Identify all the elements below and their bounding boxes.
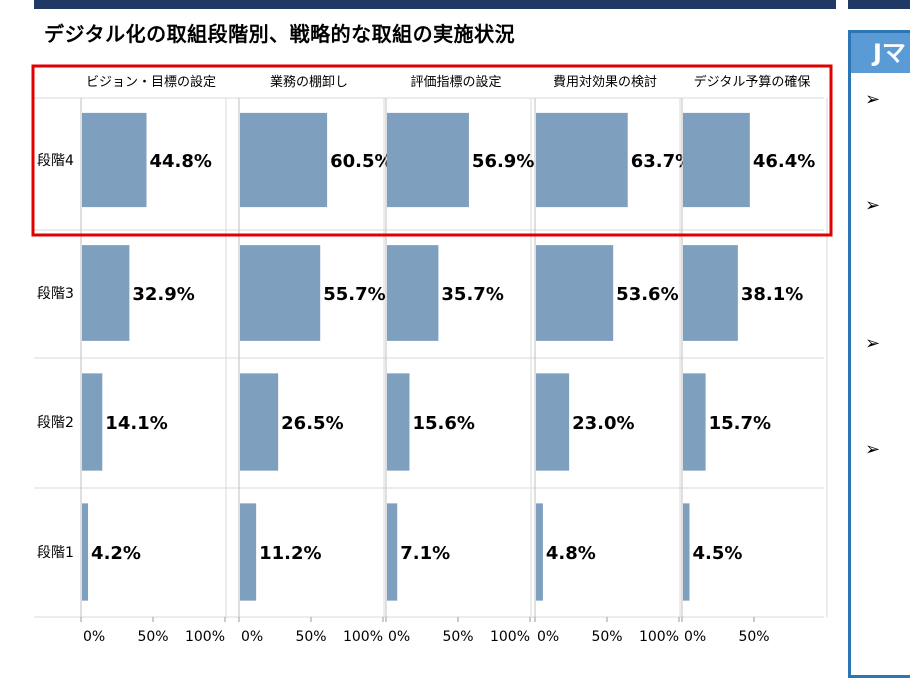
data-label: 15.7% <box>709 413 771 434</box>
data-label: 56.9% <box>472 151 534 172</box>
side-panel-header: Jマ <box>851 33 910 73</box>
category-label: 段階3 <box>37 286 74 302</box>
x-tick-label: 100% <box>639 629 679 645</box>
bullet-arrow-icon: ➢ <box>865 195 881 216</box>
bar <box>82 373 103 471</box>
data-label: 15.6% <box>412 413 474 434</box>
data-label: 46.4% <box>753 151 815 172</box>
chart-title: デジタル化の取組段階別、戦略的な取組の実施状況 <box>44 22 516 46</box>
bar <box>387 503 398 601</box>
data-label: 4.2% <box>91 543 141 564</box>
bar <box>536 245 614 341</box>
bar <box>536 373 570 471</box>
x-tick-label: 0% <box>83 629 105 645</box>
panel-header: 業務の棚卸し <box>270 74 348 90</box>
data-label: 23.0% <box>572 413 634 434</box>
panel-header: デジタル予算の確保 <box>694 74 811 90</box>
data-label: 4.5% <box>692 543 742 564</box>
panel-header: 費用対効果の検討 <box>553 74 657 90</box>
x-tick-label: 0% <box>537 629 559 645</box>
x-tick-label: 50% <box>738 629 769 645</box>
bar <box>82 112 147 208</box>
x-tick-label: 50% <box>591 629 622 645</box>
bar <box>240 245 321 341</box>
data-label: 11.2% <box>259 543 321 564</box>
x-tick-label: 50% <box>442 629 473 645</box>
bar <box>536 503 543 601</box>
bar <box>82 503 89 601</box>
bullet-arrow-icon: ➢ <box>865 333 881 354</box>
bar <box>82 245 130 341</box>
x-tick-label: 100% <box>185 629 225 645</box>
data-label: 53.6% <box>616 284 678 305</box>
data-label: 4.8% <box>546 543 596 564</box>
data-label: 60.5% <box>330 151 392 172</box>
bullet-arrow-icon: ➢ <box>865 89 881 110</box>
bar <box>240 373 279 471</box>
bar <box>387 112 469 208</box>
bar <box>683 373 706 471</box>
panel-header: ビジョン・目標の設定 <box>86 74 216 90</box>
bar <box>387 245 439 341</box>
bar <box>683 245 738 341</box>
bar <box>536 112 628 208</box>
bar <box>683 503 690 601</box>
highlight-box <box>31 64 833 237</box>
x-tick-label: 50% <box>295 629 326 645</box>
bullet-arrow-icon: ➢ <box>865 439 881 460</box>
data-label: 44.8% <box>150 151 212 172</box>
data-label: 38.1% <box>741 284 803 305</box>
data-label: 32.9% <box>132 284 194 305</box>
side-panel: Jマ ➢ ➢ ➢ ➢ <box>848 30 910 678</box>
data-label: 63.7% <box>631 151 693 172</box>
data-label: 7.1% <box>400 543 450 564</box>
x-tick-label: 0% <box>684 629 706 645</box>
category-label: 段階2 <box>37 415 74 431</box>
panel-header: 評価指標の設定 <box>410 74 501 90</box>
bar <box>387 373 410 471</box>
data-label: 26.5% <box>281 413 343 434</box>
data-label: 55.7% <box>323 284 385 305</box>
x-tick-label: 100% <box>343 629 383 645</box>
x-tick-label: 0% <box>241 629 263 645</box>
category-label: 段階4 <box>37 153 74 169</box>
x-tick-label: 100% <box>490 629 530 645</box>
header-bar <box>34 0 836 9</box>
data-label: 14.1% <box>105 413 167 434</box>
data-label: 35.7% <box>441 284 503 305</box>
bar <box>240 112 328 208</box>
x-tick-label: 50% <box>137 629 168 645</box>
header-bar-right <box>848 0 910 9</box>
bar <box>240 503 257 601</box>
bar <box>683 112 750 208</box>
category-label: 段階1 <box>37 545 74 561</box>
x-tick-label: 0% <box>388 629 410 645</box>
